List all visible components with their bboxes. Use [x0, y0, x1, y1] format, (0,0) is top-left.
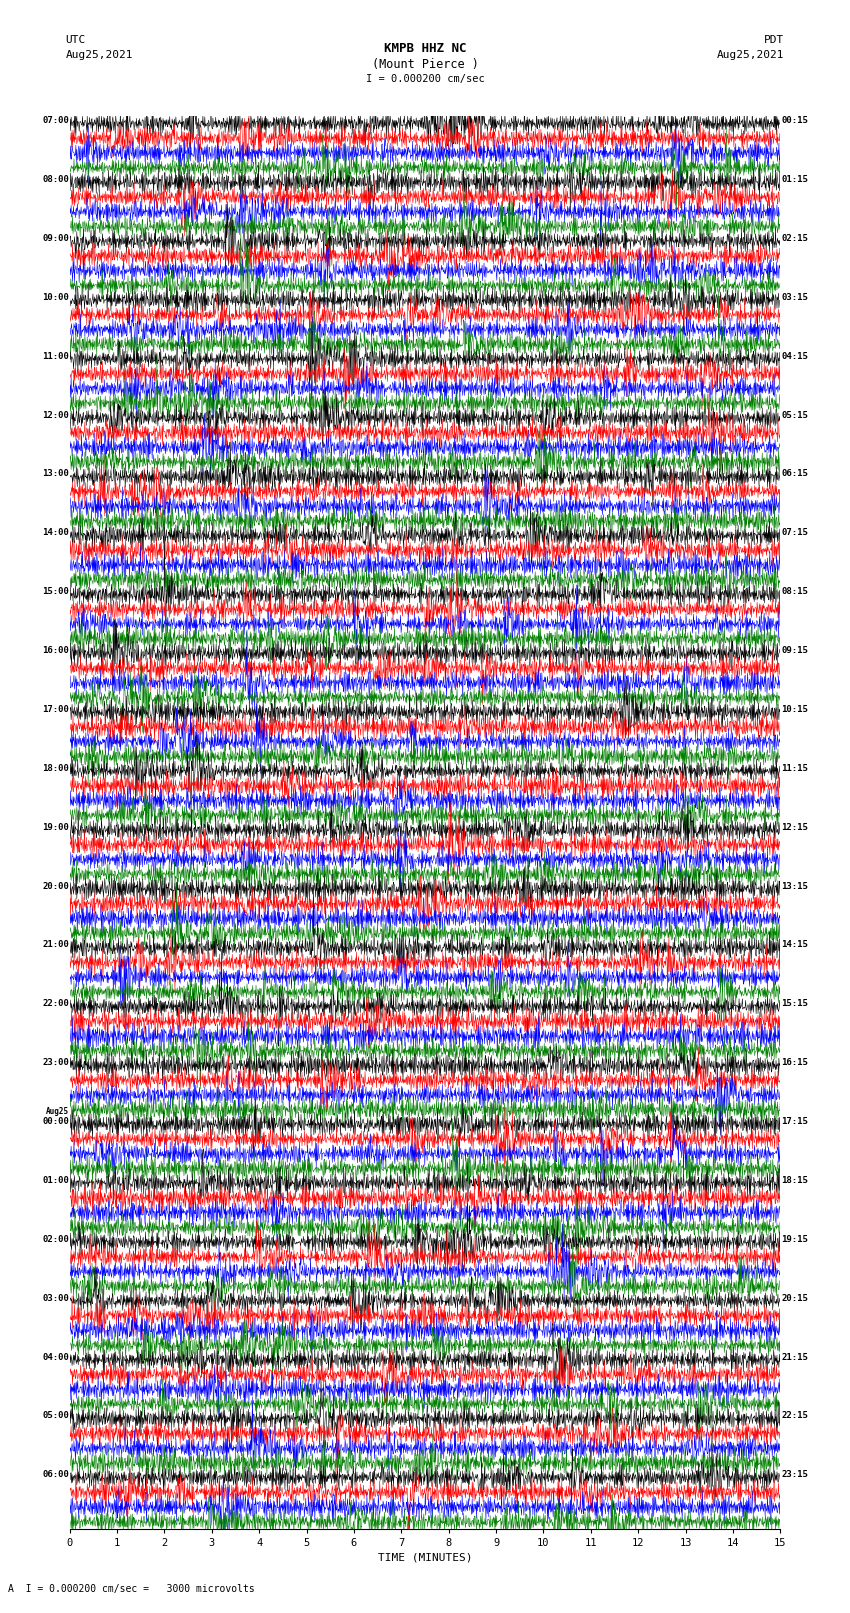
Text: 23:15: 23:15	[781, 1471, 807, 1479]
Text: I = 0.000200 cm/sec: I = 0.000200 cm/sec	[366, 74, 484, 84]
Text: 06:00: 06:00	[42, 1471, 69, 1479]
Text: 15:15: 15:15	[781, 1000, 807, 1008]
Text: 16:15: 16:15	[781, 1058, 807, 1068]
Text: A  I = 0.000200 cm/sec =   3000 microvolts: A I = 0.000200 cm/sec = 3000 microvolts	[8, 1584, 255, 1594]
Text: 18:00: 18:00	[42, 763, 69, 773]
Text: 13:15: 13:15	[781, 881, 807, 890]
Text: 14:00: 14:00	[42, 529, 69, 537]
Text: 19:00: 19:00	[42, 823, 69, 832]
Text: 04:15: 04:15	[781, 352, 807, 361]
Text: 20:15: 20:15	[781, 1294, 807, 1303]
Text: 16:00: 16:00	[42, 645, 69, 655]
Text: (Mount Pierce ): (Mount Pierce )	[371, 58, 479, 71]
Text: 12:00: 12:00	[42, 410, 69, 419]
Text: 11:00: 11:00	[42, 352, 69, 361]
X-axis label: TIME (MINUTES): TIME (MINUTES)	[377, 1552, 473, 1563]
Text: Aug25,2021: Aug25,2021	[717, 50, 785, 60]
Text: 09:15: 09:15	[781, 645, 807, 655]
Text: KMPB HHZ NC: KMPB HHZ NC	[383, 42, 467, 55]
Text: 08:00: 08:00	[42, 174, 69, 184]
Text: 22:15: 22:15	[781, 1411, 807, 1421]
Text: 01:00: 01:00	[42, 1176, 69, 1186]
Text: 02:00: 02:00	[42, 1236, 69, 1244]
Text: 06:15: 06:15	[781, 469, 807, 479]
Text: 00:15: 00:15	[781, 116, 807, 126]
Text: 13:00: 13:00	[42, 469, 69, 479]
Text: 10:00: 10:00	[42, 294, 69, 302]
Text: 18:15: 18:15	[781, 1176, 807, 1186]
Text: 07:00: 07:00	[42, 116, 69, 126]
Text: UTC: UTC	[65, 35, 86, 45]
Text: 07:15: 07:15	[781, 529, 807, 537]
Text: 20:00: 20:00	[42, 881, 69, 890]
Text: 21:15: 21:15	[781, 1352, 807, 1361]
Text: 02:15: 02:15	[781, 234, 807, 244]
Text: 17:00: 17:00	[42, 705, 69, 715]
Text: Aug25,2021: Aug25,2021	[65, 50, 133, 60]
Text: 09:00: 09:00	[42, 234, 69, 244]
Text: 05:00: 05:00	[42, 1411, 69, 1421]
Text: 05:15: 05:15	[781, 410, 807, 419]
Text: 00:00: 00:00	[42, 1116, 69, 1126]
Text: 19:15: 19:15	[781, 1236, 807, 1244]
Text: 11:15: 11:15	[781, 763, 807, 773]
Text: 08:15: 08:15	[781, 587, 807, 597]
Text: 22:00: 22:00	[42, 1000, 69, 1008]
Text: PDT: PDT	[764, 35, 785, 45]
Text: 01:15: 01:15	[781, 174, 807, 184]
Text: 04:00: 04:00	[42, 1352, 69, 1361]
Text: Aug25: Aug25	[46, 1107, 69, 1116]
Text: 23:00: 23:00	[42, 1058, 69, 1068]
Text: 12:15: 12:15	[781, 823, 807, 832]
Text: 03:15: 03:15	[781, 294, 807, 302]
Text: 21:00: 21:00	[42, 940, 69, 950]
Text: 15:00: 15:00	[42, 587, 69, 597]
Text: 10:15: 10:15	[781, 705, 807, 715]
Text: 14:15: 14:15	[781, 940, 807, 950]
Text: 17:15: 17:15	[781, 1116, 807, 1126]
Text: 03:00: 03:00	[42, 1294, 69, 1303]
